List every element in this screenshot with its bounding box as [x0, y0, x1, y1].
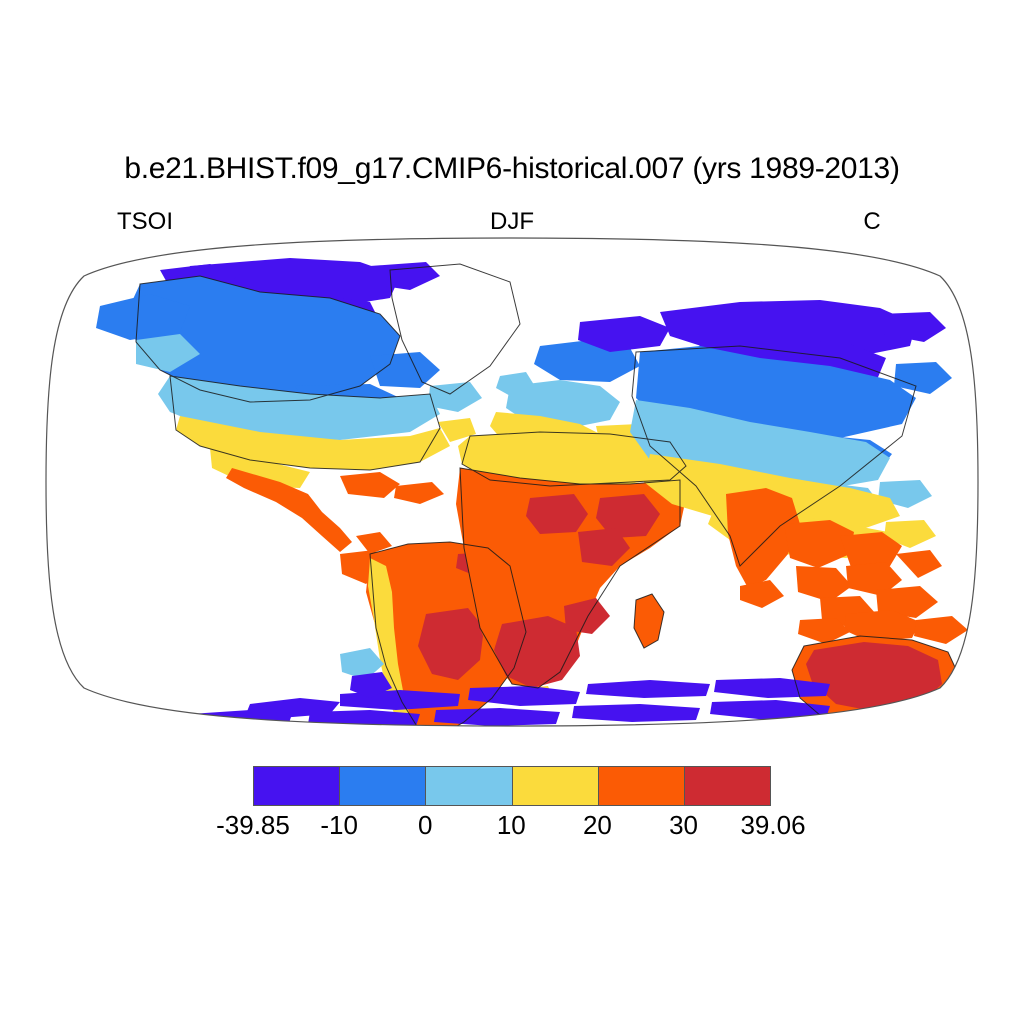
colorbar-tick-3: 10 — [496, 810, 526, 840]
region-africa — [456, 432, 716, 704]
colorbar-band-1 — [254, 767, 340, 805]
colorbar-band-3 — [425, 767, 512, 805]
units-label: C — [863, 208, 881, 235]
coastline-overlay — [135, 263, 961, 726]
colorbar-tick-5: 30 — [669, 810, 698, 840]
colorbar-band-5 — [597, 767, 684, 805]
colorbar-tick-4: 20 — [582, 810, 612, 840]
region-central-america — [226, 468, 444, 554]
colorbar-tick-6: 39.06 — [740, 810, 806, 840]
colorbar-tick-1: -10 — [320, 810, 358, 840]
region-maritime-continent — [798, 610, 968, 644]
figure-title: b.e21.BHIST.f09_g17.CMIP6-historical.007… — [124, 152, 900, 185]
colorbar-band-6 — [683, 767, 771, 805]
map-frame — [45, 237, 979, 727]
season-label: DJF — [490, 208, 534, 235]
colorbar-tick-0: -39.85 — [216, 810, 290, 840]
colorbar-band-2 — [339, 767, 426, 805]
colorbar-tick-2: 0 — [417, 810, 433, 840]
map-data-layer — [46, 238, 978, 726]
region-asia — [630, 300, 952, 628]
colorbar[interactable] — [253, 766, 771, 806]
colorbar-tick-labels: -39.85 -10 0 10 20 30 39.06 — [173, 810, 851, 844]
variable-label: TSOI — [116, 208, 173, 235]
map-panel — [40, 236, 984, 728]
region-northern-usa — [136, 334, 482, 440]
world-map — [45, 237, 979, 727]
colorbar-band-4 — [511, 767, 598, 805]
region-antarctica-coast — [188, 648, 830, 726]
region-europe — [490, 316, 670, 450]
